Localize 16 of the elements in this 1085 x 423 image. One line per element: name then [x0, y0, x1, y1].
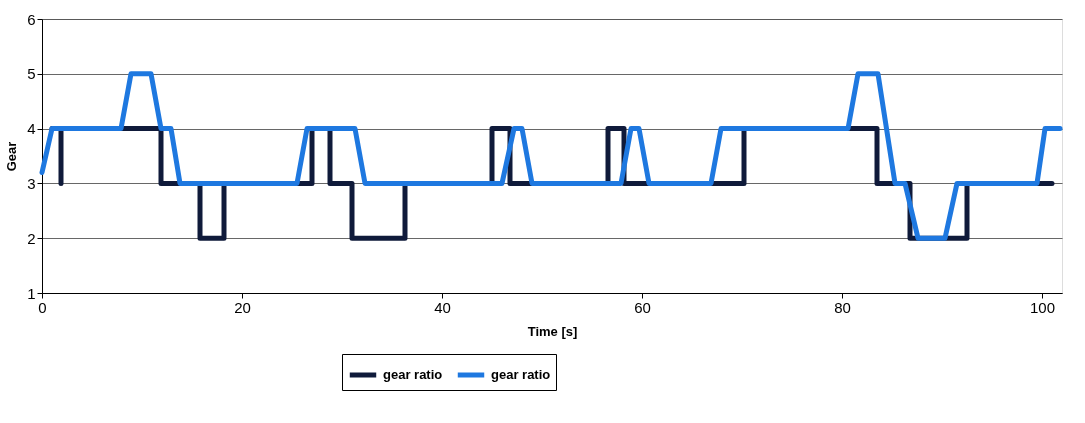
x-axis-title: Time [s] [527, 323, 578, 339]
y-tick-label: 6 [27, 10, 36, 28]
x-tick-label: 100 [1029, 298, 1056, 316]
x-tick-label: 0 [38, 298, 47, 316]
y-axis-title: Gear [4, 141, 20, 172]
x-tick-label: 80 [834, 298, 851, 316]
legend-label: gear ratio [383, 367, 443, 382]
legend-label: gear ratio [491, 367, 551, 382]
x-tick-label: 20 [234, 298, 251, 316]
x-tick-label: 60 [634, 298, 651, 316]
y-tick-label: 3 [27, 174, 36, 192]
y-tick-label: 4 [27, 120, 36, 138]
x-tick-label: 40 [434, 298, 451, 316]
y-tick-label: 5 [27, 65, 36, 83]
y-tick-label: 2 [27, 229, 36, 247]
y-tick-label: 1 [27, 284, 36, 302]
